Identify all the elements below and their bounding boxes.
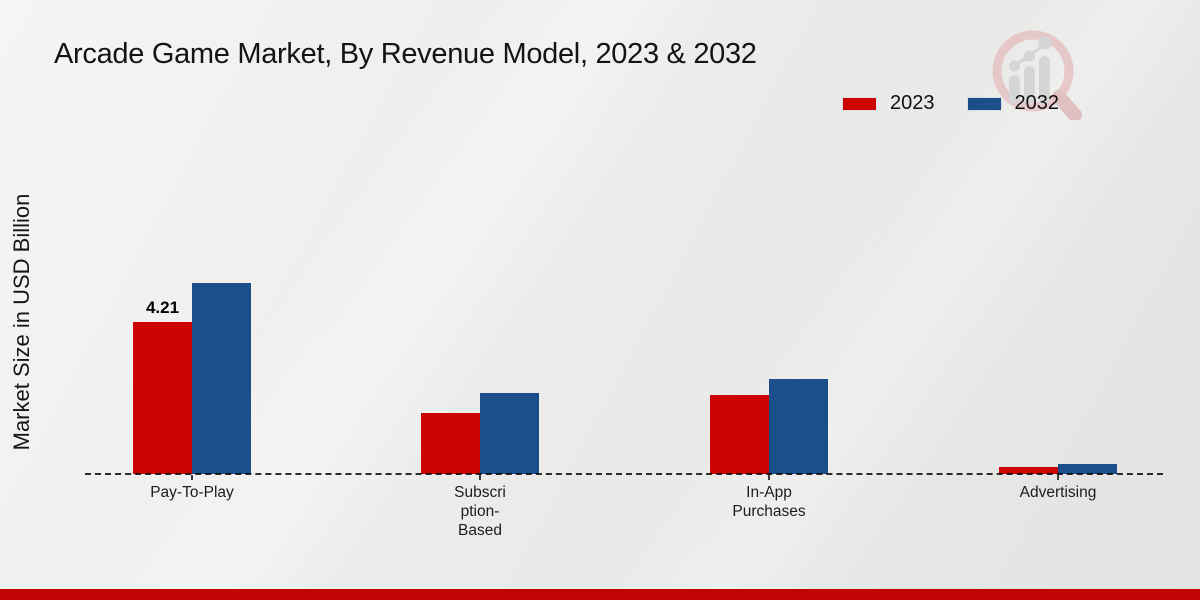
legend-label-2032: 2032 — [1014, 92, 1060, 114]
x-axis-tick — [1057, 475, 1059, 480]
bar-2032-subscription-based — [480, 393, 539, 474]
bar-2023-in-app-purchases — [710, 394, 769, 474]
legend-item-2032: 2032 — [966, 92, 1060, 115]
bar-2032-pay-to-play — [192, 283, 251, 474]
bar-2032-advertising — [1058, 463, 1117, 474]
x-axis-tick — [479, 475, 481, 480]
legend-label-2023: 2023 — [890, 92, 935, 114]
bar-value-label: 4.21 — [145, 298, 180, 318]
x-axis-category-label: In-App Purchases — [732, 484, 806, 520]
x-axis-category-label: Advertising — [1019, 484, 1097, 501]
bar-2023-pay-to-play — [133, 322, 192, 474]
x-axis-category-label: Subscri ption- Based — [454, 484, 506, 539]
footer-bar — [0, 589, 1200, 600]
bar-2032-in-app-purchases — [769, 378, 828, 474]
x-axis-tick — [191, 475, 193, 480]
y-axis-label: Market Size in USD Billion — [9, 193, 34, 451]
legend-swatch-2023 — [842, 96, 877, 111]
bar-2023-subscription-based — [421, 412, 480, 474]
x-axis-baseline — [85, 473, 1163, 475]
chart-title: Arcade Game Market, By Revenue Model, 20… — [54, 38, 757, 70]
legend: 2023 2032 — [842, 92, 1059, 115]
x-axis-tick — [768, 475, 770, 480]
legend-item-2023: 2023 — [842, 92, 935, 115]
legend-swatch-2032 — [966, 96, 1002, 111]
bar-2023-advertising — [999, 466, 1058, 474]
brand-watermark-icon — [992, 30, 1082, 120]
x-axis-category-label: Pay-To-Play — [150, 484, 234, 501]
